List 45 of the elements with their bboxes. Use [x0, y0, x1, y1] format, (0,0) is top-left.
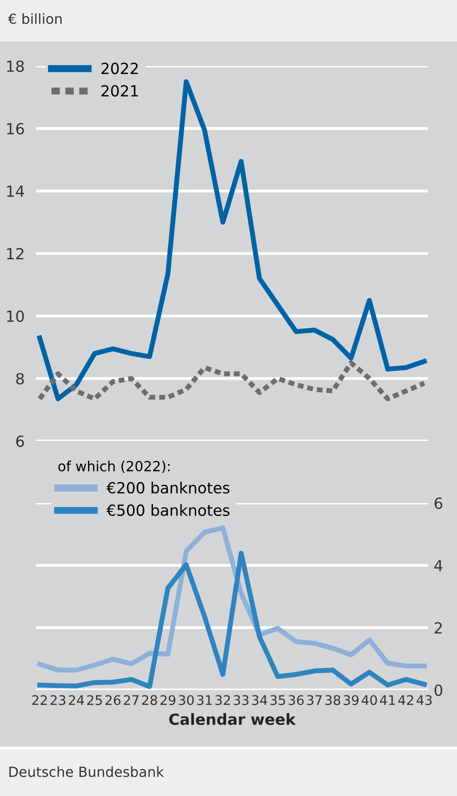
x-tick-label: 31 [197, 695, 212, 706]
text: Deutsche Bundesbank [9, 766, 164, 778]
x-tick-label: 40 [362, 695, 377, 706]
x-axis-title: Calendar week [169, 713, 296, 726]
x-tick-label: 38 [325, 695, 340, 706]
x-tick-label: 43 [416, 695, 432, 706]
x-tick-label: 29 [160, 695, 176, 706]
y-tick-label: 12 [7, 248, 24, 260]
legend-label: €500 banknotes [106, 504, 230, 516]
line-series [37, 79, 427, 402]
y-tick-label: 8 [16, 372, 24, 385]
x-tick-label: 33 [234, 695, 248, 706]
line-series [37, 550, 427, 689]
y-tick-label: 18 [7, 60, 24, 72]
x-tick-label: 41 [380, 695, 395, 705]
x-tick-label: 30 [178, 695, 194, 706]
x-tick-label: 27 [124, 695, 139, 705]
x-tick-label: 32 [215, 695, 230, 706]
x-tick-label: 24 [68, 695, 84, 705]
y-tick-label: 16 [7, 122, 24, 135]
x-tick-label: 37 [307, 695, 322, 706]
x-tick-label: 39 [344, 695, 359, 706]
y-tick-label: 4 [434, 560, 442, 572]
y-tick-label: 2 [434, 622, 442, 634]
legend-label: 2022 [101, 62, 138, 74]
x-tick-label: 34 [252, 695, 268, 706]
x-tick-label: 35 [270, 695, 286, 706]
x-tick-label: 36 [288, 695, 304, 706]
y-tick-label: 14 [7, 186, 24, 197]
y-tick-label: 6 [16, 435, 24, 448]
x-tick-label: 25 [87, 695, 102, 706]
x-tick-label: 26 [106, 695, 120, 706]
x-tick-label: 22 [32, 695, 47, 705]
line-series [37, 360, 427, 402]
y-axis-title: € billion [8, 13, 62, 24]
legend-label: 2021 [101, 85, 138, 97]
y-tick-label: 0 [434, 684, 442, 696]
y-tick-label: 6 [434, 497, 442, 510]
line-series [37, 526, 427, 672]
x-tick-label: 23 [50, 695, 66, 706]
legend-label: €200 banknotes [106, 482, 230, 494]
legend-title: of which (2022): [58, 460, 170, 474]
y-tick-label: 10 [7, 310, 24, 322]
x-tick-label: 28 [142, 695, 158, 706]
x-tick-label: 42 [398, 695, 414, 705]
